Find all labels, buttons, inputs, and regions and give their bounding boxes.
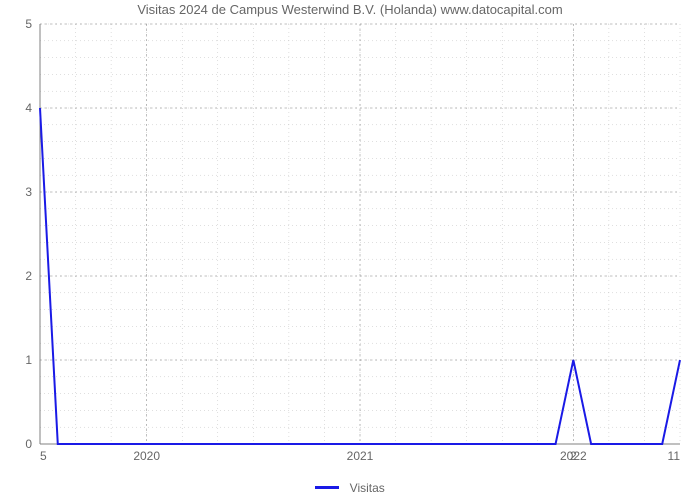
legend-swatch	[315, 486, 339, 489]
x-tick-label: 2021	[347, 449, 374, 463]
legend-label: Visitas	[350, 481, 385, 495]
legend: Visitas	[0, 479, 700, 497]
line-chart: 0123452020202120225211	[0, 0, 700, 480]
x-sub-label: 2	[570, 449, 577, 463]
y-tick-label: 3	[25, 185, 32, 199]
y-tick-label: 2	[25, 269, 32, 283]
chart-container: Visitas 2024 de Campus Westerwind B.V. (…	[0, 0, 700, 500]
y-tick-label: 4	[25, 101, 32, 115]
y-tick-label: 5	[25, 17, 32, 31]
x-sub-label: 11	[668, 449, 681, 463]
y-tick-label: 0	[25, 437, 32, 451]
chart-title: Visitas 2024 de Campus Westerwind B.V. (…	[0, 2, 700, 17]
x-sub-label: 5	[40, 449, 47, 463]
y-tick-label: 1	[25, 353, 32, 367]
x-tick-label: 2020	[133, 449, 160, 463]
